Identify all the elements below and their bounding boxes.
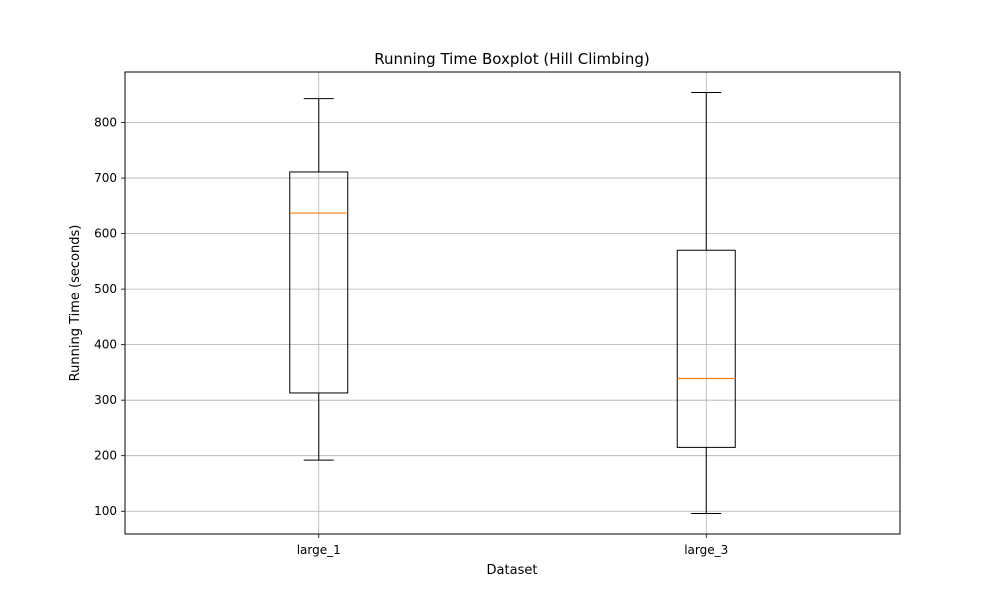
iqr-box [289,171,349,394]
y-tick-label: 200 [94,449,117,463]
iqr-box [676,249,736,448]
box-large_1 [289,98,349,461]
y-tick-label: 700 [94,171,117,185]
box-layer [289,92,736,514]
y-tick-label: 300 [94,393,117,407]
y-tick-label: 800 [94,116,117,130]
x-tick-label: large_3 [684,543,728,557]
y-tick-label: 600 [94,227,117,241]
x-axis-label: Dataset [487,563,538,578]
y-tick-label: 500 [94,282,117,296]
tick-layer: 100 200 300 400 500 600 700 800 large_1 large_3 [94,116,728,557]
x-tick-label: large_1 [297,543,341,557]
chart-title: Running Time Boxplot (Hill Climbing) [374,50,650,68]
grid-layer [125,72,900,534]
y-axis-label: Running Time (seconds) [68,225,83,382]
y-tick-label: 400 [94,338,117,352]
plot-frame [124,71,901,535]
box-large_3 [676,92,736,514]
y-tick-label: 100 [94,504,117,518]
